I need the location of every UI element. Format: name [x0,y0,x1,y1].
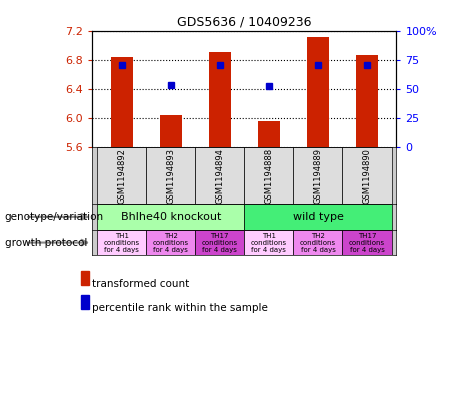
Bar [146,147,195,204]
Bar [195,147,244,204]
Text: TH17
conditions
for 4 days: TH17 conditions for 4 days [349,233,385,253]
Title: GDS5636 / 10409236: GDS5636 / 10409236 [177,16,312,29]
Bar [244,230,293,255]
Text: TH2
conditions
for 4 days: TH2 conditions for 4 days [300,233,336,253]
Text: TH17
conditions
for 4 days: TH17 conditions for 4 days [202,233,238,253]
Bar [343,230,391,255]
Text: growth protocol: growth protocol [5,238,87,248]
Bar [307,37,329,147]
Text: GSM1194892: GSM1194892 [117,148,126,204]
Bar [356,55,378,147]
Text: GSM1194888: GSM1194888 [264,147,273,204]
Bar [97,204,244,230]
Bar [244,204,391,230]
Text: Bhlhe40 knockout: Bhlhe40 knockout [120,212,221,222]
Text: GSM1194893: GSM1194893 [166,148,175,204]
Text: GSM1194894: GSM1194894 [215,148,225,204]
Bar [111,57,133,147]
Text: GSM1194889: GSM1194889 [313,148,322,204]
Bar [293,230,343,255]
Text: transformed count: transformed count [92,279,189,289]
Bar [293,147,343,204]
Text: wild type: wild type [292,212,343,222]
Bar [97,230,146,255]
Bar [258,121,280,147]
Bar [146,230,195,255]
Text: TH2
conditions
for 4 days: TH2 conditions for 4 days [153,233,189,253]
Bar [244,147,293,204]
Bar [195,230,244,255]
Bar [209,52,231,147]
Text: GSM1194890: GSM1194890 [362,148,372,204]
Text: percentile rank within the sample: percentile rank within the sample [92,303,268,312]
Bar [343,147,391,204]
Bar [97,147,146,204]
Bar [160,115,182,147]
Text: genotype/variation: genotype/variation [5,212,104,222]
Text: TH1
conditions
for 4 days: TH1 conditions for 4 days [104,233,140,253]
Text: TH1
conditions
for 4 days: TH1 conditions for 4 days [251,233,287,253]
